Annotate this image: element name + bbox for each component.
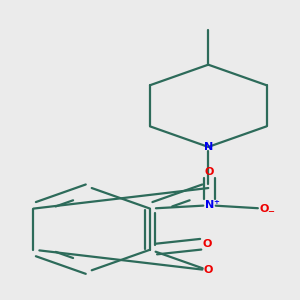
- Text: O: O: [202, 238, 212, 248]
- Text: N: N: [205, 200, 214, 210]
- Text: O: O: [205, 167, 214, 177]
- Text: +: +: [213, 199, 219, 205]
- Text: O: O: [260, 204, 269, 214]
- Text: O: O: [204, 265, 213, 275]
- Text: N: N: [204, 142, 213, 152]
- Text: −: −: [267, 207, 274, 216]
